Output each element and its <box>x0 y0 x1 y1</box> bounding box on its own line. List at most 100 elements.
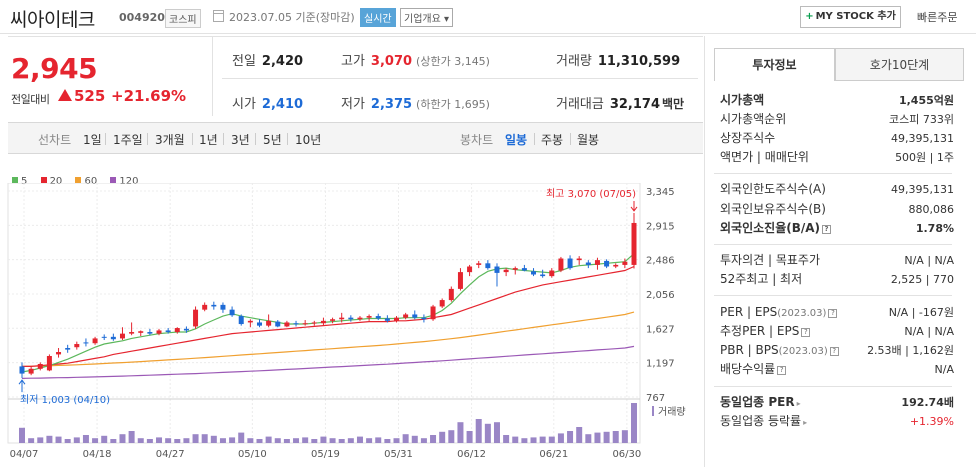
volume-bar <box>73 437 80 443</box>
cap-rank-label: 시가총액순위 <box>720 112 787 126</box>
candle-body <box>357 317 363 320</box>
volume: 거래량 11,310,599 <box>556 50 680 69</box>
est-per-value: N/A | N/A <box>904 325 954 338</box>
per-label-text: PER | EPS <box>720 305 778 319</box>
candle-body <box>604 260 610 267</box>
add-my-stock-button[interactable]: + MY STOCK 추가 <box>800 6 901 28</box>
candle-body <box>585 262 591 265</box>
volume-bar <box>192 434 199 443</box>
x-tick-label: 04/27 <box>156 449 185 460</box>
realtime-button[interactable]: 실시간 <box>360 8 396 27</box>
prev-close-value: 2,420 <box>261 54 304 69</box>
volume-bar <box>393 438 400 443</box>
volume-bar <box>356 436 363 443</box>
volume-bar <box>329 438 336 443</box>
volume-bar <box>92 438 99 443</box>
volume-axis-label: 거래량 <box>658 406 686 418</box>
help-icon[interactable]: ? <box>777 366 787 375</box>
volume-bar <box>567 431 574 443</box>
per-label: PER | EPS(2023.03)? <box>720 303 838 323</box>
tab-period-3y[interactable]: 3년 <box>231 133 250 147</box>
industry-rate-text: 동일업종 등락률 <box>720 414 802 428</box>
divider <box>222 78 698 79</box>
tab-period-1w[interactable]: 1주일 <box>113 133 143 147</box>
foreign-limit-value: 49,395,131 <box>891 183 954 196</box>
volume-bar <box>402 434 409 443</box>
tab-orderbook[interactable]: 호가10단계 <box>835 48 964 81</box>
candle-body <box>19 366 25 374</box>
help-icon[interactable]: ? <box>828 309 838 318</box>
low-annotation-arrowhead <box>18 379 26 385</box>
dividend-row: 배당수익률? N/A <box>720 360 954 379</box>
volume-bar <box>247 438 254 443</box>
volume-bar <box>347 438 354 443</box>
week52-row: 52주최고 | 최저 2,525 | 770 <box>720 270 954 289</box>
tab-period-10y[interactable]: 10년 <box>295 133 322 147</box>
help-icon[interactable]: ? <box>801 328 811 337</box>
investment-info-panel: 투자정보 호가10단계 시가총액 1,455억원 시가총액순위 코스피 733위 상… <box>714 48 964 467</box>
tab-candle-weekly[interactable]: 주봉 <box>541 133 564 147</box>
candle-body <box>65 348 71 350</box>
open-label: 시가 <box>232 97 256 112</box>
tab-period-5y[interactable]: 5년 <box>263 133 282 147</box>
tab-invest-info[interactable]: 투자정보 <box>714 48 835 81</box>
candle-body <box>83 342 89 344</box>
est-per-label: 추정PER | EPS? <box>720 322 811 341</box>
volume-bar <box>484 423 491 443</box>
foreign-hold-value: 880,086 <box>908 203 955 216</box>
legend-item-ma60: 60 <box>75 176 97 187</box>
candlestick-chart[interactable]: 3,345 2,915 2,486 2,056 1,627 1,197 767 04/07 04… <box>0 183 703 467</box>
help-icon[interactable]: ? <box>829 347 839 356</box>
candle-body <box>211 304 217 307</box>
volume-bar <box>621 430 628 443</box>
per-value: N/A | -167원 <box>888 306 954 319</box>
candle-body <box>394 317 400 321</box>
volume-bar <box>539 436 546 443</box>
quick-order-button[interactable]: 빠른주문 <box>917 11 958 24</box>
face-value-row: 액면가 | 매매단위 500원 | 1주 <box>720 148 954 167</box>
open-value: 2,410 <box>261 97 304 112</box>
tab-candle-monthly[interactable]: 월봉 <box>577 133 600 147</box>
candle-body <box>439 300 445 307</box>
tab-candle-daily[interactable]: 일봉 <box>505 133 528 147</box>
y-tick-label: 2,056 <box>646 290 675 301</box>
candle-body <box>311 322 317 324</box>
foreign-limit-row: 외국인한도주식수(A) 49,395,131 <box>720 180 954 199</box>
volume-value: 11,310,599 <box>597 54 681 69</box>
cap-rank-value: 코스피 733위 <box>889 113 954 126</box>
x-tick-label: 05/19 <box>311 449 340 460</box>
volume-bar <box>457 422 464 443</box>
candle-body <box>567 258 573 269</box>
current-price: 2,945 <box>11 52 98 85</box>
tab-period-3m[interactable]: 3개월 <box>155 133 185 147</box>
volume-bar <box>256 439 263 443</box>
candle-body <box>238 316 244 325</box>
volume-bar <box>110 439 117 443</box>
y-tick-label: 1,197 <box>646 359 675 370</box>
candle-body <box>275 321 281 327</box>
volume-bar <box>411 435 418 443</box>
tab-candle-chart[interactable]: 봉차트 <box>460 133 494 147</box>
company-overview-dropdown[interactable]: 기업개요 ▾ <box>400 8 453 27</box>
volume-bar <box>576 427 583 443</box>
x-tick-label: 04/07 <box>10 449 39 460</box>
market-badge: 코스피 <box>165 9 201 28</box>
prev-close-label: 전일 <box>232 54 256 69</box>
help-icon[interactable]: ? <box>822 225 832 234</box>
caret-right-icon: ▸ <box>796 399 801 408</box>
amount-unit: 백만 <box>662 97 685 111</box>
price-summary: 2,945 전일대비 525 +21.69% <box>8 40 212 116</box>
candle-body <box>193 309 199 327</box>
x-tick-label: 06/30 <box>612 449 641 460</box>
y-tick-label: 767 <box>646 393 665 404</box>
opinion-label: 투자의견 | 목표주가 <box>720 253 820 267</box>
candle-body <box>119 333 125 339</box>
candle-body <box>348 317 354 320</box>
per-row: PER | EPS(2023.03)? N/A | -167원 <box>720 303 954 322</box>
volume-bar <box>146 439 153 443</box>
tab-period-1y[interactable]: 1년 <box>199 133 218 147</box>
tab-line-chart[interactable]: 선차트 <box>38 133 72 147</box>
tab-period-1d[interactable]: 1일 <box>83 133 102 147</box>
candle-body <box>174 328 180 333</box>
volume-bar <box>283 439 290 443</box>
